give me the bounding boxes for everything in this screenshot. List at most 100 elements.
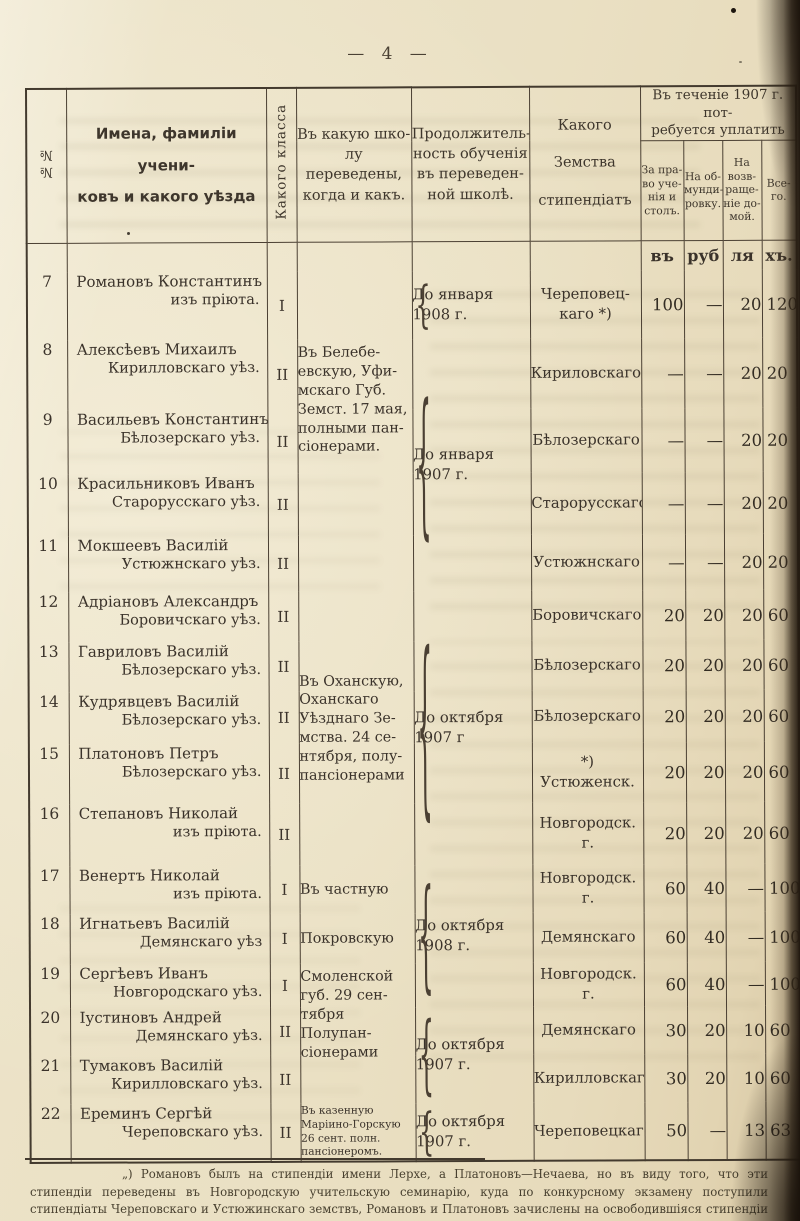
pay-tuition: 20 bbox=[642, 590, 686, 641]
pay-uniform: — bbox=[684, 408, 724, 473]
student-row-8: 8 Алексѣевъ Михаилъ Кирилловскаго уѣз. II Въ… bbox=[27, 337, 798, 592]
student-uyezd: Кирилловскаго уѣз. bbox=[111, 1076, 263, 1093]
student-uyezd: изъ пріюта. bbox=[170, 292, 260, 309]
student-row-12: 12 Адріановъ Александръ Боровичскаго уѣз. I… bbox=[28, 589, 799, 866]
student-name: Кудрявцевъ Василій bbox=[78, 692, 240, 711]
student-name-cell: Тумаковъ Василій Кирилловскаго уѣз. bbox=[70, 1056, 271, 1105]
student-class: II bbox=[268, 591, 299, 643]
student-class: I bbox=[269, 913, 300, 965]
rubles-fragment-1: въ bbox=[640, 240, 684, 271]
student-row-17: 17 Венертъ Николай изъ пріюта. I Въ частную{… bbox=[29, 863, 800, 1008]
student-number: 7 bbox=[26, 272, 68, 342]
pay-uniform: — bbox=[684, 534, 725, 591]
pay-return: — bbox=[725, 961, 766, 1007]
page-corner-shadow-top bbox=[754, 0, 800, 220]
zemstvo-stipend-cell: Старорусскаго bbox=[530, 472, 642, 535]
pay-tuition: 60 bbox=[643, 912, 687, 963]
school-transferred-cell: Покровскую bbox=[299, 913, 415, 964]
pay-uniform: 20 bbox=[685, 742, 726, 803]
student-uyezd: Старорусскаго уѣз. bbox=[112, 494, 261, 511]
school-transferred-cell: Въ казенную Маріино-Горскую 26 сент. пол… bbox=[300, 1103, 416, 1162]
pay-return: 20 bbox=[725, 801, 765, 865]
school-transferred-cell: Въ частную bbox=[299, 865, 415, 914]
stipend-students-table: №№ Имена, фамиліи учени- ковъ и какого у… bbox=[25, 84, 800, 1165]
student-name: Венертъ Николай bbox=[78, 866, 220, 885]
zemstvo-stipend-cell: Череповец- каго *) bbox=[529, 270, 642, 339]
study-duration-cell: {До октября 1908 г. bbox=[414, 864, 534, 1008]
student-class: I bbox=[269, 963, 301, 1009]
student-number: 21 bbox=[30, 1056, 71, 1106]
student-number: 14 bbox=[28, 692, 69, 746]
student-name: Алексѣевъ Михаилъ bbox=[76, 340, 237, 359]
student-class: II bbox=[267, 409, 298, 475]
pay-uniform: — bbox=[684, 338, 724, 409]
column-header-tuition: За пра- во уче- нія и столъ. bbox=[640, 140, 684, 241]
zemstvo-stipend-cell: *) Устюженск. bbox=[531, 742, 644, 803]
student-row-7: 7 Романовъ Константинъ изъ пріюта. I{До янв… bbox=[26, 269, 798, 342]
student-class: I bbox=[269, 865, 300, 915]
student-number: 12 bbox=[28, 592, 69, 644]
pay-tuition: 100 bbox=[640, 270, 685, 339]
column-header-names: Имена, фамиліи учени- ковъ и какого уѣзд… bbox=[66, 87, 267, 243]
student-number: 10 bbox=[27, 474, 68, 538]
student-name-cell: Романовъ Константинъ изъ пріюта. bbox=[66, 272, 268, 341]
zemstvo-stipend-cell: Боровичскаго bbox=[531, 590, 643, 641]
pay-tuition: 60 bbox=[643, 864, 687, 913]
student-number: 17 bbox=[29, 866, 70, 916]
rubles-fragment-3: ля bbox=[722, 239, 762, 271]
pay-tuition: — bbox=[641, 408, 685, 473]
student-name: Тумаковъ Василій bbox=[79, 1056, 224, 1075]
column-header-class: Какого класса bbox=[266, 87, 297, 243]
pay-uniform: 20 bbox=[687, 1006, 727, 1055]
header-row-group: №№ Имена, фамиліи учени- ковъ и какого у… bbox=[26, 85, 797, 244]
empty-cell-zem bbox=[529, 240, 641, 271]
student-number: 18 bbox=[29, 914, 70, 966]
school-transferred-cell: Смоленской губ. 29 сен- тября Полупан- с… bbox=[299, 963, 416, 1104]
student-uyezd: Бѣлозерскаго уѣз. bbox=[121, 764, 262, 781]
student-uyezd: Череповскаго уѣз. bbox=[122, 1124, 264, 1141]
student-name-cell: Платоновъ Петръ Бѣлозерскаго уѣз. bbox=[68, 744, 270, 805]
student-class: I bbox=[266, 271, 298, 341]
student-number: 19 bbox=[29, 964, 71, 1010]
grouping-brace: { bbox=[417, 864, 434, 1007]
student-name-cell: Алексѣевъ Михаилъ Кирилловскаго уѣз. bbox=[67, 340, 268, 411]
student-number: 20 bbox=[30, 1008, 71, 1058]
student-number: 15 bbox=[28, 744, 70, 806]
student-name: Гавриловъ Василій bbox=[77, 642, 229, 661]
zemstvo-stipend-cell: Новгородск. г. bbox=[532, 962, 645, 1007]
student-uyezd: Устюжнскаго уѣз. bbox=[121, 556, 261, 573]
student-uyezd: Бѣлозерскаго уѣз. bbox=[121, 712, 262, 729]
pay-tuition: 30 bbox=[644, 1054, 688, 1103]
student-class: II bbox=[270, 1007, 301, 1057]
pay-return: — bbox=[725, 863, 765, 913]
student-name-cell: Мокшеевъ Василій Устюжнскаго уѣз. bbox=[67, 536, 269, 593]
pay-uniform: — bbox=[687, 1102, 727, 1161]
student-uyezd: Кирилловскаго уѣз. bbox=[107, 360, 260, 377]
student-number: 11 bbox=[27, 536, 69, 594]
student-number: 13 bbox=[28, 642, 69, 694]
school-transferred-cell bbox=[296, 271, 413, 340]
student-name-cell: Кудрявцевъ Василій Бѣлозерскаго уѣз. bbox=[68, 692, 269, 745]
student-name: Іустиновъ Андрей bbox=[79, 1008, 222, 1027]
student-name-cell: Венертъ Николай изъ пріюта. bbox=[69, 866, 270, 915]
zemstvo-stipend-cell: Демянскаго bbox=[533, 1006, 645, 1055]
zemstvo-stipend-cell: Бѣлозерскаго bbox=[531, 640, 643, 691]
student-name-cell: Сергѣевъ Иванъ Новгородскаго уѣз. bbox=[69, 964, 271, 1009]
column-header-duration: Продолжитель- ность обученія въ переведе… bbox=[411, 86, 530, 242]
student-name-cell: Степановъ Николай изъ пріюта. bbox=[69, 804, 270, 867]
pay-return: 20 bbox=[723, 471, 763, 535]
pay-tuition: 60 bbox=[643, 962, 688, 1007]
ink-speck bbox=[739, 61, 742, 63]
student-row-22: 22 Ереминъ Сергѣй Череповскаго уѣз. II Въ ка… bbox=[30, 1101, 800, 1164]
student-uyezd: изъ пріюта. bbox=[173, 886, 263, 903]
pay-uniform: 20 bbox=[687, 1054, 727, 1103]
footnote-divider bbox=[25, 1158, 485, 1161]
column-header-number: №№ bbox=[26, 88, 67, 244]
zemstvo-stipend-cell: Устюжнскаго bbox=[530, 534, 643, 591]
pay-return: 20 bbox=[723, 337, 763, 409]
school-transferred-cell: Въ Белебе- евскую, Уфи- мскаго Губ. Земс… bbox=[297, 339, 414, 592]
student-name: Степановъ Николай bbox=[78, 804, 239, 823]
zemstvo-stipend-cell: Новгородск. г. bbox=[532, 864, 644, 913]
pay-uniform: — bbox=[683, 270, 724, 339]
pay-return: — bbox=[725, 911, 765, 963]
